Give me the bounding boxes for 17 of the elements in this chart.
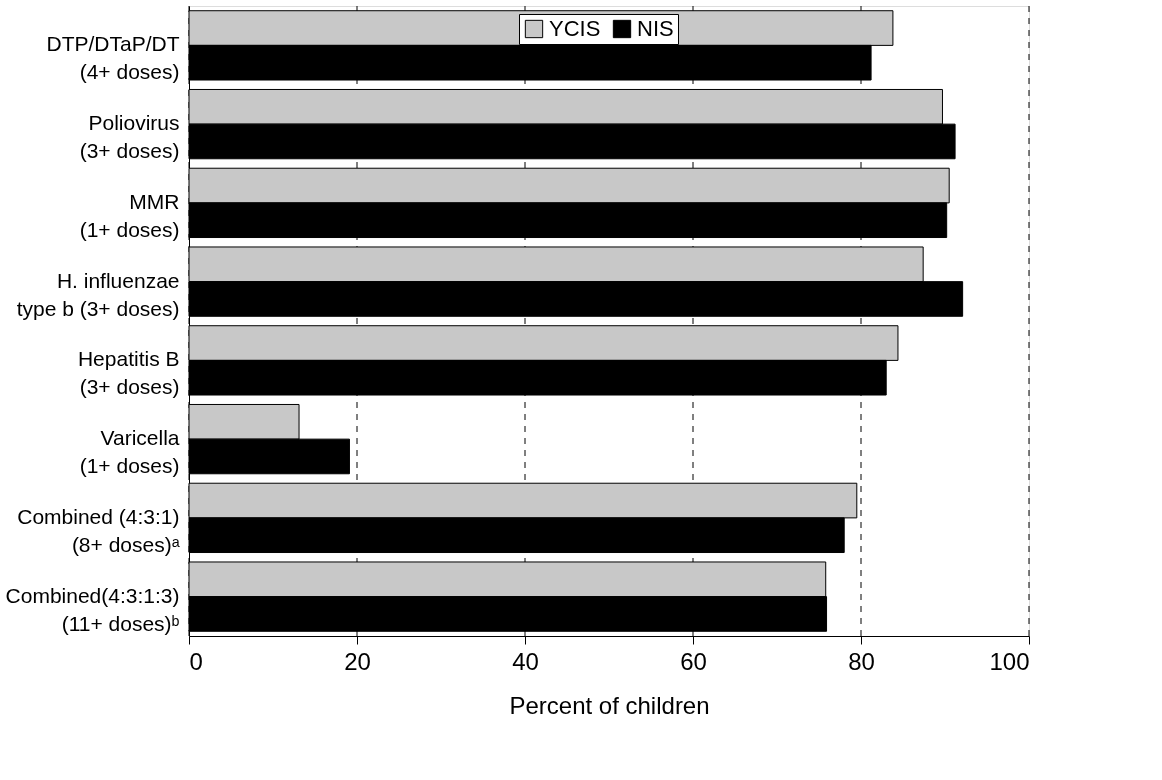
y-tick-label: H. influenzae type b (3+ doses) bbox=[16, 268, 180, 320]
y-tick-label: MMR (1+ doses) bbox=[79, 189, 180, 241]
x-axis-title: Percent of children bbox=[509, 691, 710, 719]
y-tick-label: Combined (4:3:1) (8+ doses)ᵃ bbox=[17, 504, 180, 556]
x-tick-label: 0 bbox=[189, 647, 203, 675]
legend-label: YCIS bbox=[549, 16, 601, 41]
x-tick-label: 60 bbox=[680, 647, 707, 675]
x-tick-label: 40 bbox=[512, 647, 539, 675]
x-tick-label: 100 bbox=[989, 647, 1030, 675]
y-tick-label: Combined(4:3:1:3) (11+ doses)ᵇ bbox=[5, 583, 180, 635]
legend-label: NIS bbox=[637, 16, 674, 41]
y-tick-label: Hepatitis B (3+ doses) bbox=[77, 347, 180, 399]
x-tick-label: 80 bbox=[848, 647, 875, 675]
x-tick-label: 20 bbox=[344, 647, 371, 675]
y-tick-label: DTP/DTaP/DT (4+ doses) bbox=[46, 32, 180, 84]
y-tick-label: Poliovirus (3+ doses) bbox=[79, 111, 180, 163]
y-tick-label: Varicella (1+ doses) bbox=[79, 426, 180, 478]
